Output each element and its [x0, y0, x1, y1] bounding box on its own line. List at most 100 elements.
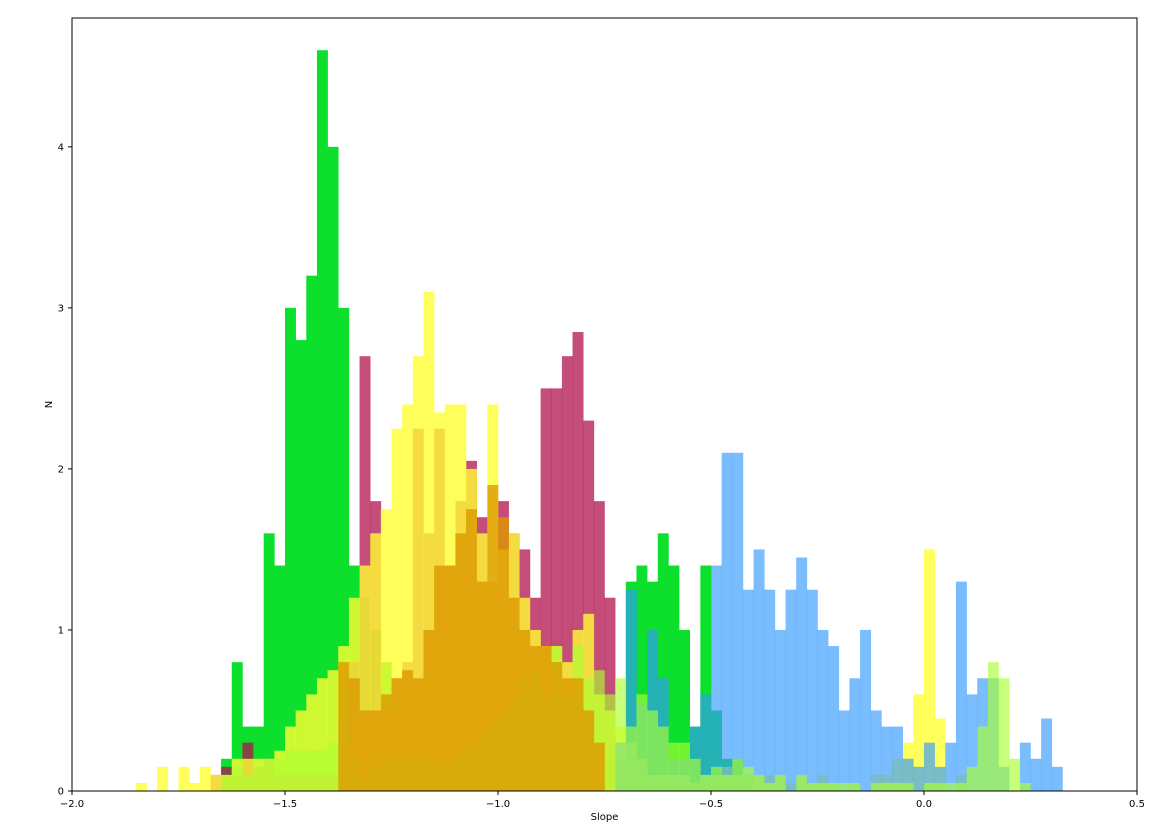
histogram-bar: [987, 662, 999, 791]
x-tick-label: −0.5: [699, 799, 723, 810]
histogram-bar: [711, 766, 722, 791]
histogram-bar: [806, 589, 818, 791]
histogram-bar: [924, 782, 935, 791]
histogram-bar: [934, 766, 946, 791]
histogram-bar: [529, 646, 541, 791]
histogram-bar: [604, 694, 616, 791]
histogram-bar: [753, 774, 765, 791]
histogram-bar: [199, 766, 211, 791]
y-tick-label: 4: [58, 142, 64, 153]
histogram-bar: [902, 782, 914, 791]
histogram-bar: [689, 726, 701, 791]
histogram-bar: [561, 678, 573, 791]
histogram-bar: [913, 694, 925, 791]
histogram-bar: [306, 275, 318, 792]
histogram-bar: [668, 742, 680, 791]
histogram-bar: [955, 581, 967, 791]
histogram-bar: [423, 291, 435, 791]
histogram-bar: [764, 782, 776, 791]
histogram-bar: [593, 670, 605, 791]
histogram-bar: [540, 388, 552, 791]
x-tick-label: 0.5: [1129, 799, 1145, 810]
histogram-bar: [1041, 718, 1053, 791]
histogram-bar: [870, 710, 882, 791]
histogram-bar: [700, 774, 712, 791]
histogram-bar: [881, 726, 893, 791]
histogram-bar: [657, 533, 669, 791]
histogram-bar: [338, 662, 350, 791]
y-axis-label: N: [44, 401, 55, 408]
y-tick-label: 2: [58, 464, 64, 475]
histogram-bar: [934, 782, 946, 791]
histogram-bar: [263, 533, 275, 791]
histogram-bar: [519, 629, 531, 791]
histogram-bar: [838, 710, 850, 791]
histogram-bar: [742, 766, 754, 791]
histogram-bar: [1019, 742, 1031, 791]
histogram-bar: [817, 629, 829, 791]
histogram-bar: [380, 694, 392, 791]
histogram-bar: [647, 629, 659, 791]
histogram-bar: [689, 758, 701, 791]
histogram-bar: [157, 766, 169, 791]
histogram-bar: [391, 428, 403, 791]
histogram-bar: [348, 678, 360, 791]
histogram-bar: [508, 597, 520, 791]
x-tick-label: −2.0: [60, 799, 84, 810]
histogram-bar: [1051, 766, 1063, 791]
histogram-bar: [593, 742, 605, 791]
histogram-bar: [924, 549, 935, 791]
histogram-bar: [924, 742, 935, 791]
histogram-bar: [774, 774, 786, 791]
histogram-bar: [583, 420, 595, 791]
histogram-bar: [316, 678, 328, 791]
histogram-bar: [263, 758, 275, 791]
histogram-bar: [359, 710, 371, 791]
histogram-bar: [700, 565, 712, 791]
histogram-bar: [955, 782, 967, 791]
histogram-bar: [625, 589, 637, 791]
histogram-bar: [316, 750, 328, 791]
histogram-bar: [242, 774, 254, 791]
histogram-bar: [892, 782, 903, 791]
histogram-bar: [615, 678, 627, 791]
histogram-bar: [636, 565, 648, 791]
histogram-bar: [774, 629, 786, 791]
histogram-bar: [476, 581, 488, 791]
histogram-bar: [742, 589, 754, 791]
histogram-bars: [135, 50, 1063, 792]
histogram-bar: [316, 50, 328, 792]
histogram-bar: [753, 549, 765, 791]
histogram-bar: [902, 758, 914, 791]
histogram-bar: [796, 557, 808, 791]
histogram-bar: [881, 782, 893, 791]
histogram-bar: [359, 565, 371, 791]
histogram-bar: [657, 726, 669, 791]
histogram-bar: [625, 726, 637, 791]
histogram-bar: [721, 452, 733, 791]
histogram-bar: [966, 694, 978, 791]
histogram-bar: [253, 766, 264, 791]
histogram-bar: [380, 509, 392, 791]
histogram-bar: [913, 766, 925, 791]
histogram-bar: [998, 678, 1010, 791]
histogram-bar: [583, 710, 595, 791]
x-tick-label: −1.5: [273, 799, 297, 810]
histogram-bar: [338, 307, 350, 791]
histogram-bar: [892, 726, 903, 791]
y-tick-label: 3: [58, 303, 64, 314]
histogram-bar: [551, 388, 563, 791]
histogram-bar: [838, 782, 850, 791]
histogram-bar: [849, 782, 861, 791]
histogram-bar: [231, 766, 243, 791]
histogram-bar: [870, 782, 882, 791]
histogram-bar: [796, 774, 808, 791]
histogram-bar: [327, 670, 339, 791]
x-tick-label: −1.0: [486, 799, 510, 810]
y-tick-label: 0: [58, 787, 64, 798]
series-5: [338, 485, 605, 791]
histogram-bar: [945, 742, 957, 791]
histogram-bar: [210, 774, 222, 791]
histogram-bar: [977, 726, 989, 791]
plot-frame: [71, 17, 1138, 792]
